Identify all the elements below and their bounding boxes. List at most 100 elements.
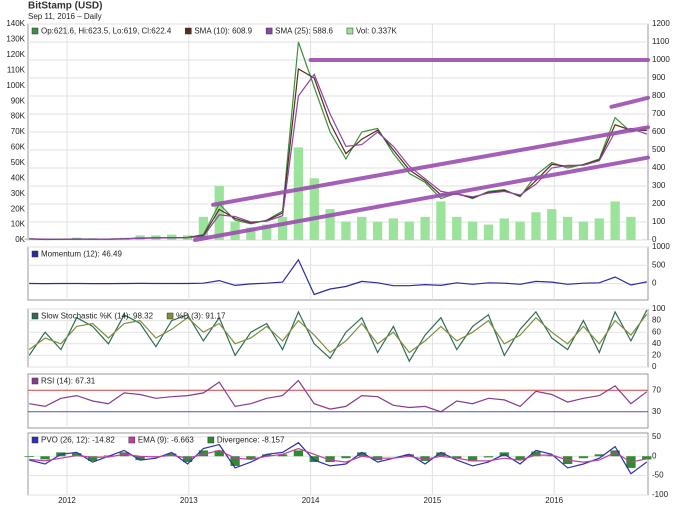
bar: [452, 456, 462, 459]
bar: [341, 221, 351, 240]
legend-label: PVO (26, 12): -14.82: [41, 436, 115, 445]
trend-line: [192, 155, 650, 242]
legend-swatch: [265, 27, 273, 35]
y2-tick-label: 40K: [11, 173, 26, 182]
bar: [594, 454, 604, 457]
x-tick-label: 2013: [180, 496, 198, 505]
bar: [404, 454, 414, 457]
bar: [562, 216, 573, 240]
y-tick-label: 300: [652, 181, 666, 190]
y-tick-label: 30: [652, 407, 661, 416]
legend-swatch: [128, 436, 136, 444]
y2-tick-label: 130K: [6, 35, 25, 44]
series-line: [29, 258, 647, 296]
bar: [547, 455, 557, 457]
bar: [578, 456, 589, 459]
y2-tick-label: 80K: [11, 112, 26, 121]
y-tick-label: 1000: [652, 55, 670, 64]
legend-swatch: [207, 436, 215, 444]
bar: [293, 147, 304, 240]
y-tick-label: 0: [652, 279, 657, 288]
y-tick-label: 700: [652, 109, 666, 118]
y-tick-label: 500: [652, 145, 666, 154]
y2-tick-label: 120K: [6, 50, 25, 59]
y2-tick-label: 20K: [11, 204, 26, 213]
bar: [515, 456, 525, 461]
legend-label: %D (3): 91.17: [176, 312, 226, 321]
bar: [388, 218, 399, 240]
bar: [198, 450, 209, 457]
x-tick-label: 2014: [302, 496, 320, 505]
legend-label: EMA (9): -6.663: [138, 436, 195, 445]
trend-line: [211, 125, 650, 207]
y-tick-label: 600: [652, 127, 666, 136]
legend-label: Divergence: -8.157: [217, 436, 285, 445]
y-tick-label: 0: [652, 362, 657, 371]
legend-label: RSI (14): 67.31: [41, 377, 96, 386]
y-tick-label: 400: [652, 163, 666, 172]
bar: [626, 216, 636, 240]
bar: [262, 224, 272, 240]
bar: [420, 216, 430, 240]
y-tick-label: 500: [652, 260, 666, 269]
bar: [277, 216, 288, 240]
y-tick-label: 0: [652, 451, 657, 460]
x-tick-label: 2015: [424, 496, 442, 505]
chart-title: BitStamp (USD): [28, 1, 102, 12]
y2-tick-label: 70K: [11, 127, 26, 136]
legend-label: SMA (25): 588.6: [275, 27, 333, 36]
bar: [262, 454, 272, 457]
legend-label: SMA (10): 608.9: [194, 27, 252, 36]
y-tick-label: 80: [652, 316, 661, 325]
bar: [246, 456, 256, 459]
x-tick-label: 2012: [58, 496, 76, 505]
chart-subtitle: Sep 11, 2016 – Daily: [28, 12, 102, 21]
series-line: [29, 379, 648, 413]
legend-label: Op:621.6, Hi:623.5, Lo:619, Cl:622.4: [41, 27, 172, 36]
bar: [214, 186, 224, 240]
legend-swatch: [31, 312, 39, 320]
bar: [357, 452, 367, 457]
y2-tick-label: 90K: [11, 96, 26, 105]
bar: [404, 221, 414, 240]
legend-swatch: [166, 312, 174, 320]
trend-line: [609, 95, 650, 109]
bar: [436, 201, 446, 240]
bar: [309, 178, 319, 240]
legend-label: Momentum (12): 46.49: [41, 250, 122, 259]
bar: [87, 456, 98, 461]
bar: [642, 456, 652, 460]
y-tick-label: 1100: [652, 37, 670, 46]
bar: [531, 212, 541, 240]
panel: [27, 432, 649, 496]
y-tick-label: 100: [652, 217, 666, 226]
bar: [182, 456, 193, 463]
bar: [467, 221, 478, 240]
bar: [547, 209, 557, 240]
bar: [610, 201, 620, 240]
y2-tick-label: 60K: [11, 143, 26, 152]
bar: [420, 456, 430, 461]
bar: [40, 456, 50, 460]
y-tick-label: 60: [652, 327, 661, 336]
x-tick-label: 2016: [545, 496, 563, 505]
bar: [72, 453, 82, 457]
y-tick-label: 40: [652, 339, 661, 348]
y2-tick-label: 0K: [15, 235, 25, 244]
y2-tick-label: 100K: [6, 81, 25, 90]
bar: [277, 454, 288, 457]
y-tick-label: 50: [652, 432, 661, 441]
y2-tick-label: 50K: [11, 158, 26, 167]
bar: [610, 450, 620, 457]
legend-label: Vol: 0.337K: [356, 27, 398, 36]
legend-swatch: [31, 436, 39, 444]
y2-tick-label: 110K: [7, 65, 26, 74]
y-tick-label: -100: [652, 490, 669, 499]
legend-swatch: [31, 377, 39, 385]
y-tick-label: 1200: [652, 19, 670, 28]
bar: [246, 227, 256, 240]
y2-tick-label: 10K: [11, 220, 26, 229]
y-tick-label: 20: [652, 351, 661, 360]
bar: [293, 450, 304, 457]
bar: [135, 456, 145, 461]
